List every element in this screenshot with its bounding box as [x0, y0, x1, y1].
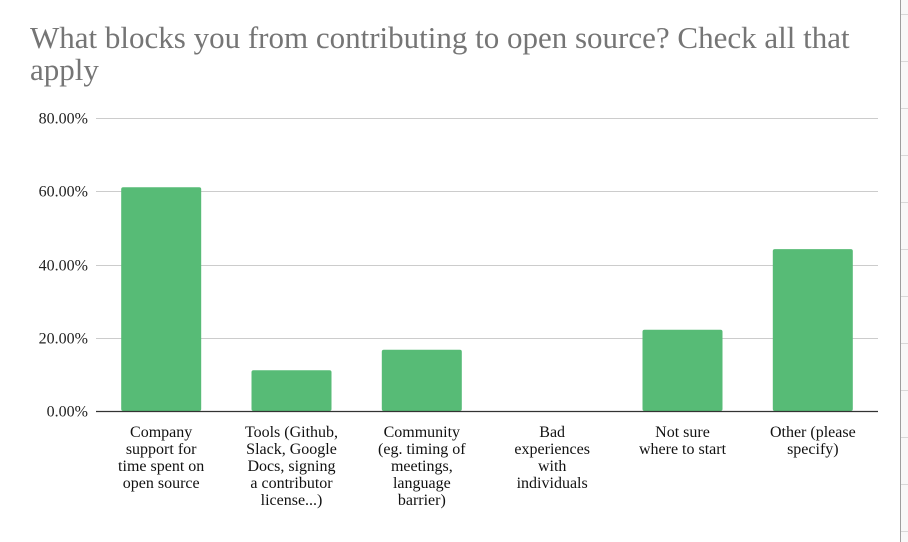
x-tick-label-line: Community: [384, 424, 460, 441]
x-tick-label-line: (eg. timing of: [378, 441, 466, 458]
y-tick-label: 20.00%: [39, 331, 88, 348]
x-tick-label-line: specify): [787, 441, 839, 458]
x-tick-label-line: license...): [261, 492, 323, 509]
x-tick-label-line: time spent on: [118, 458, 204, 475]
edge-row-tick: [901, 61, 908, 62]
edge-row-tick: [901, 249, 908, 250]
x-tick-label-line: open source: [123, 475, 200, 492]
edge-row-tick: [901, 484, 908, 485]
spreadsheet-edge-divider: [900, 0, 901, 542]
bar: [381, 349, 462, 411]
x-tick-label-line: Slack, Google: [246, 441, 337, 458]
bar: [642, 329, 723, 411]
x-tick-label-line: individuals: [517, 475, 588, 492]
edge-row-tick: [901, 155, 908, 156]
edge-row-tick: [901, 390, 908, 391]
x-tick-label-line: Not sure: [655, 424, 710, 441]
x-tick-label-line: Company: [130, 424, 192, 441]
y-tick-label: 60.00%: [39, 184, 88, 201]
x-tick-label-line: where to start: [639, 441, 727, 458]
y-tick-label: 0.00%: [47, 404, 88, 421]
chart-title: What blocks you from contributing to ope…: [30, 20, 850, 87]
edge-row-tick: [901, 296, 908, 297]
x-tick-label-line: a contributor: [250, 475, 333, 492]
x-tick-label: Not sure where to start: [639, 424, 727, 458]
x-tick-label-line: experiences: [514, 441, 590, 458]
x-tick-label-line: support for: [126, 441, 197, 458]
x-tick-label: Bad experiences with individuals: [514, 424, 590, 492]
x-tick-label-line: Bad: [539, 424, 565, 441]
edge-row-tick: [901, 531, 908, 532]
bar: [772, 249, 853, 411]
x-tick-label: Tools (Github, Slack, Google Docs, signing…: [245, 424, 338, 509]
edge-row-tick: [901, 437, 908, 438]
x-tick-label-line: barrier): [398, 492, 446, 509]
y-tick-label: 80.00%: [39, 111, 88, 128]
y-tick-label: 40.00%: [39, 258, 88, 275]
x-tick-label: Company support for time spent on open sour…: [118, 424, 204, 492]
edge-row-tick: [901, 202, 908, 203]
x-tick-label-line: Docs, signing: [248, 458, 336, 475]
x-tick-label: Other (please specify): [770, 424, 856, 458]
bar: [121, 187, 202, 411]
x-tick-label: Community (eg. timing of meetings, language…: [378, 424, 466, 509]
edge-row-tick: [901, 108, 908, 109]
x-tick-label-line: Other (please: [770, 424, 856, 441]
spreadsheet-edge-strip: [901, 0, 908, 542]
edge-row-tick: [901, 14, 908, 15]
x-tick-label-line: with: [538, 458, 566, 475]
bar: [251, 370, 332, 411]
edge-row-tick: [901, 343, 908, 344]
x-tick-label-line: meetings,: [391, 458, 453, 475]
x-tick-label-line: Tools (Github,: [245, 424, 338, 441]
x-tick-label-line: language: [393, 475, 451, 492]
